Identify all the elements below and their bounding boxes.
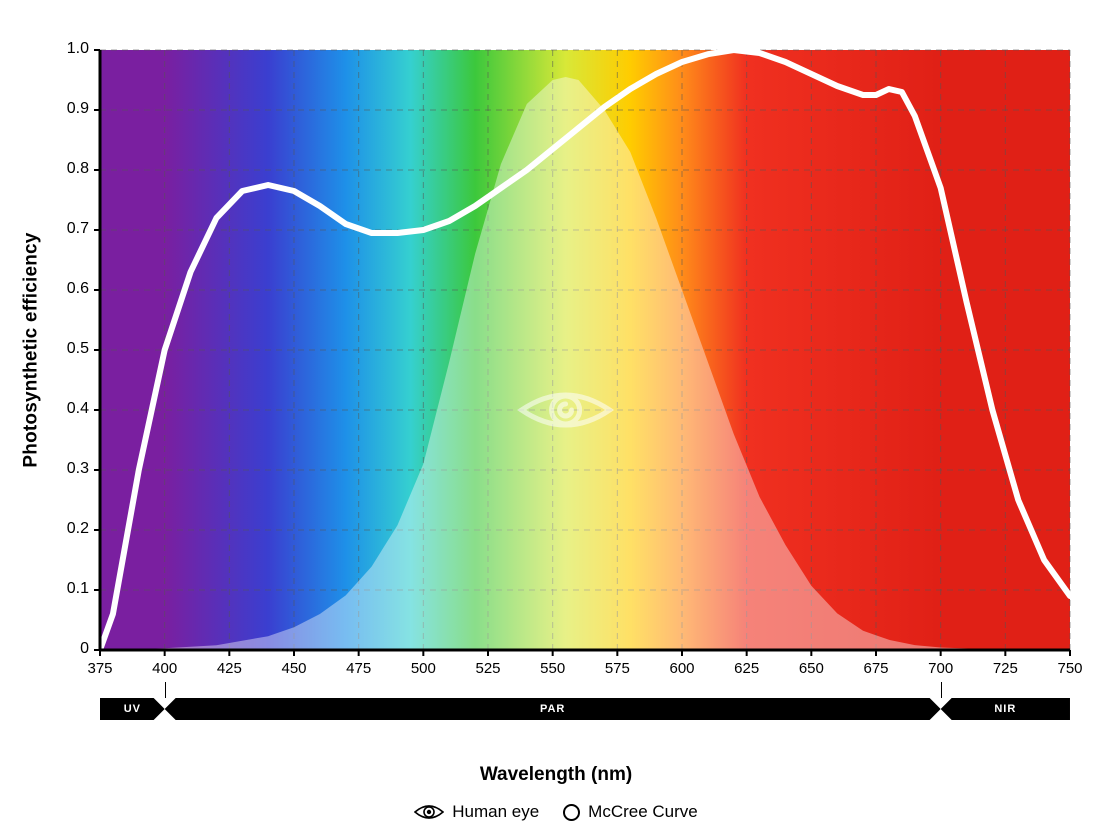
y-tick-label: 0.8	[45, 160, 89, 178]
legend-human-eye: Human eye	[414, 802, 539, 822]
y-tick-label: 0.9	[45, 100, 89, 118]
y-tick-label: 0	[45, 640, 89, 658]
y-tick-label: 0.7	[45, 220, 89, 238]
band-pointer	[941, 682, 942, 698]
chart-container: Photosynthetic efficiency 0 0.1 0.2 0.3 0.4 0…	[0, 0, 1112, 835]
x-tick-label: 525	[475, 660, 500, 677]
y-tick-label: 0.1	[45, 580, 89, 598]
legend-label: Human eye	[452, 802, 539, 822]
x-tick-label: 400	[152, 660, 177, 677]
y-tick-label: 0.5	[45, 340, 89, 358]
y-tick-label: 1.0	[45, 40, 89, 58]
x-tick-label: 625	[734, 660, 759, 677]
y-tick-label: 0.6	[45, 280, 89, 298]
band-uv: UV	[100, 698, 165, 720]
y-tick-label: 0.2	[45, 520, 89, 538]
x-tick-label: 550	[540, 660, 565, 677]
band-par: PAR	[165, 698, 941, 720]
x-tick-label: 750	[1057, 660, 1082, 677]
band-nir: NIR	[941, 698, 1070, 720]
legend-mccree: McCree Curve	[563, 802, 698, 822]
x-tick-label: 475	[346, 660, 371, 677]
x-tick-label: 425	[217, 660, 242, 677]
y-axis-title: Photosynthetic efficiency	[22, 50, 42, 650]
x-tick-label: 675	[863, 660, 888, 677]
x-tick-label: 650	[799, 660, 824, 677]
legend: Human eye McCree Curve	[0, 802, 1112, 822]
eye-icon	[414, 803, 444, 821]
plot-svg	[100, 50, 1070, 650]
circle-icon	[563, 804, 580, 821]
x-tick-label: 700	[928, 660, 953, 677]
band-pointer	[165, 682, 166, 698]
x-tick-label: 450	[281, 660, 306, 677]
x-tick-label: 600	[669, 660, 694, 677]
x-tick-label: 725	[993, 660, 1018, 677]
y-tick-label: 0.3	[45, 460, 89, 478]
legend-label: McCree Curve	[588, 802, 698, 822]
x-tick-label: 500	[411, 660, 436, 677]
plot-area	[100, 50, 1070, 650]
x-axis-title: Wavelength (nm)	[0, 764, 1112, 786]
x-tick-label: 575	[605, 660, 630, 677]
y-tick-label: 0.4	[45, 400, 89, 418]
x-tick-label: 375	[87, 660, 112, 677]
